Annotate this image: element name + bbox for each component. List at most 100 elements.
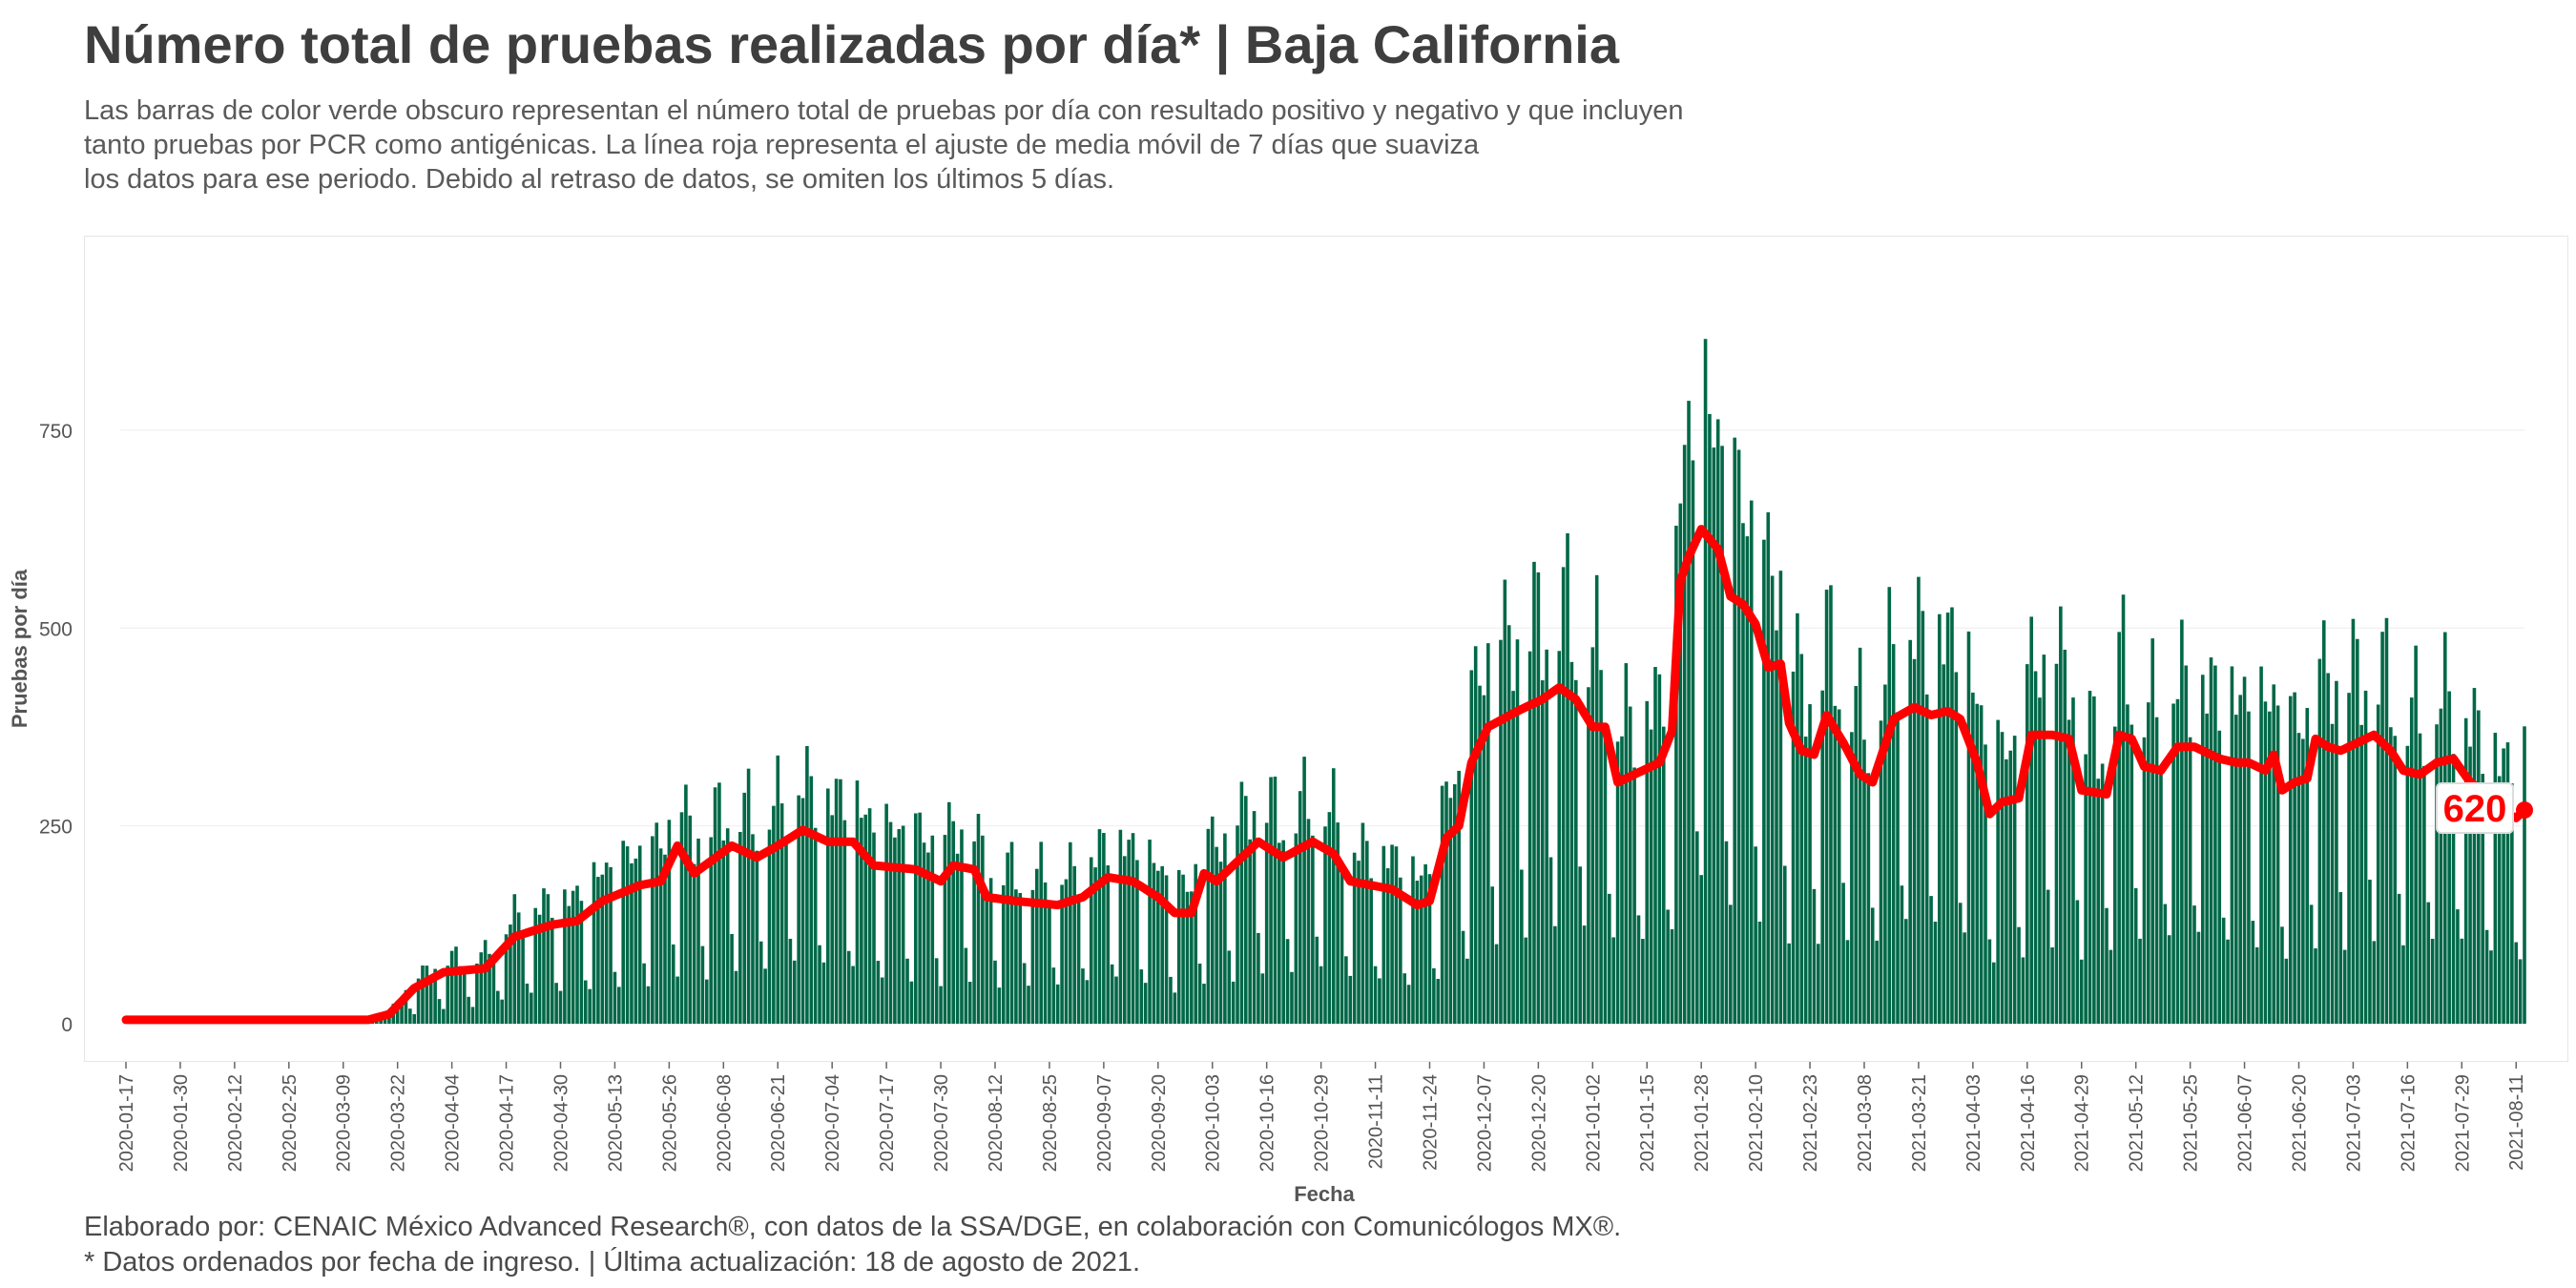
daily-tests-bar [2351,618,2356,1024]
daily-tests-bar [1156,870,1160,1024]
daily-tests-bar [1072,865,1077,1024]
daily-tests-bar [1490,886,1494,1024]
daily-tests-bar [951,821,955,1024]
daily-tests-bar [1632,767,1636,1024]
daily-tests-bar [1110,964,1114,1024]
daily-tests-bar [1499,639,1503,1024]
daily-tests-bar [1319,966,1323,1024]
x-tick-label: 2021-02-23 [1800,1074,1821,1172]
daily-tests-bar [1938,613,1942,1024]
daily-tests-bar [2054,663,2059,1024]
daily-tests-bar [1260,973,1265,1024]
daily-tests-bar [1841,883,1845,1024]
daily-tests-bar [1357,861,1361,1024]
daily-tests-bar [1733,437,1737,1024]
daily-tests-bar [679,812,684,1024]
daily-tests-bar [1294,833,1298,1024]
daily-tests-bar [688,815,693,1024]
daily-tests-bar [758,941,763,1024]
daily-tests-bar [2389,727,2393,1024]
daily-tests-bar [1762,539,1766,1024]
daily-tests-bar [596,877,600,1024]
daily-tests-bar [1545,649,1548,1024]
daily-tests-bar [700,945,705,1024]
daily-tests-bar [1896,712,1900,1024]
daily-tests-bar [651,836,654,1024]
daily-tests-bar [1611,937,1616,1024]
daily-tests-bar [1093,867,1097,1024]
chart-subtitle: Las barras de color verde obscuro repres… [84,93,1684,197]
x-tick-label: 2021-04-29 [2072,1074,2093,1172]
daily-tests-bar [1561,567,1566,1024]
daily-tests-bar [2280,926,2284,1024]
daily-tests-bar [1599,670,1603,1024]
daily-tests-bar [521,932,525,1024]
daily-tests-bar [2142,737,2147,1024]
daily-tests-bar [437,999,442,1024]
daily-tests-bar [1394,846,1399,1024]
daily-tests-bar [713,787,717,1024]
daily-tests-bar [1169,976,1173,1024]
daily-tests-bar [1494,944,1499,1024]
daily-tests-bar [767,829,772,1024]
x-tick-label: 2021-06-20 [2289,1074,2310,1172]
daily-tests-bar [1749,500,1754,1024]
daily-tests-bar [830,815,834,1024]
daily-tests-bar [1218,862,1223,1024]
daily-tests-bar [1185,891,1190,1024]
subtitle-line-2: tanto pruebas por PCR como antigénicas. … [84,130,1480,160]
x-tick-label: 2020-11-11 [1366,1074,1387,1169]
daily-tests-bar [1991,962,1996,1024]
daily-tests-bar [813,827,818,1024]
x-tick-label: 2021-01-02 [1583,1074,1604,1172]
daily-tests-bar [488,953,491,1024]
daily-tests-bar [730,934,734,1024]
daily-tests-bar [675,976,679,1024]
x-tick-label: 2020-08-25 [1040,1074,1061,1172]
footer-credits: Elaborado por: CENAIC México Advanced Re… [84,1212,1622,1242]
daily-tests-bar [1587,687,1590,1024]
daily-tests-bar [988,878,993,1024]
daily-tests-bar [1799,654,1804,1024]
daily-tests-bar [2025,664,2029,1024]
daily-tests-bar [1520,869,1524,1024]
daily-tests-bar [1720,446,1724,1024]
daily-tests-bar [2033,671,2038,1024]
daily-tests-bar [1482,695,1486,1024]
daily-tests-bar [1236,825,1239,1024]
daily-tests-bar [846,950,851,1024]
daily-tests-bar [1281,840,1285,1024]
daily-tests-bar [395,1000,400,1024]
daily-tests-bar [504,934,509,1024]
daily-tests-bar [1912,658,1917,1024]
daily-tests-bar [412,1013,417,1024]
daily-tests-bar [1862,739,1866,1024]
daily-tests-bar [772,805,776,1024]
x-tick-label: 2020-11-24 [1420,1074,1441,1171]
daily-tests-bar [751,834,755,1024]
daily-tests-bar [809,776,814,1024]
daily-tests-bar [1164,875,1169,1024]
daily-tests-bar [433,968,437,1024]
daily-tests-bar [613,971,617,1024]
daily-tests-bar [2293,692,2296,1024]
daily-tests-bar [575,885,579,1024]
daily-tests-bar [2372,941,2377,1024]
daily-tests-bar [1127,840,1131,1024]
subtitle-line-3: los datos para ese periodo. Debido al re… [84,164,1115,195]
daily-tests-bar [1223,833,1227,1024]
daily-tests-bar [1820,690,1824,1024]
daily-tests-bar [1850,732,1854,1024]
daily-tests-bar [1001,884,1006,1024]
daily-tests-bar [2180,619,2184,1024]
daily-tests-bar [2468,746,2472,1024]
daily-tests-bar [993,960,997,1024]
daily-tests-bar [2268,711,2272,1024]
daily-tests-bar [458,966,463,1024]
daily-tests-bar [600,874,605,1024]
daily-tests-bar [609,866,613,1024]
daily-tests-bar [876,961,881,1024]
daily-tests-bar [897,829,902,1024]
daily-tests-bar [1678,503,1683,1024]
daily-tests-bar [1473,646,1478,1024]
